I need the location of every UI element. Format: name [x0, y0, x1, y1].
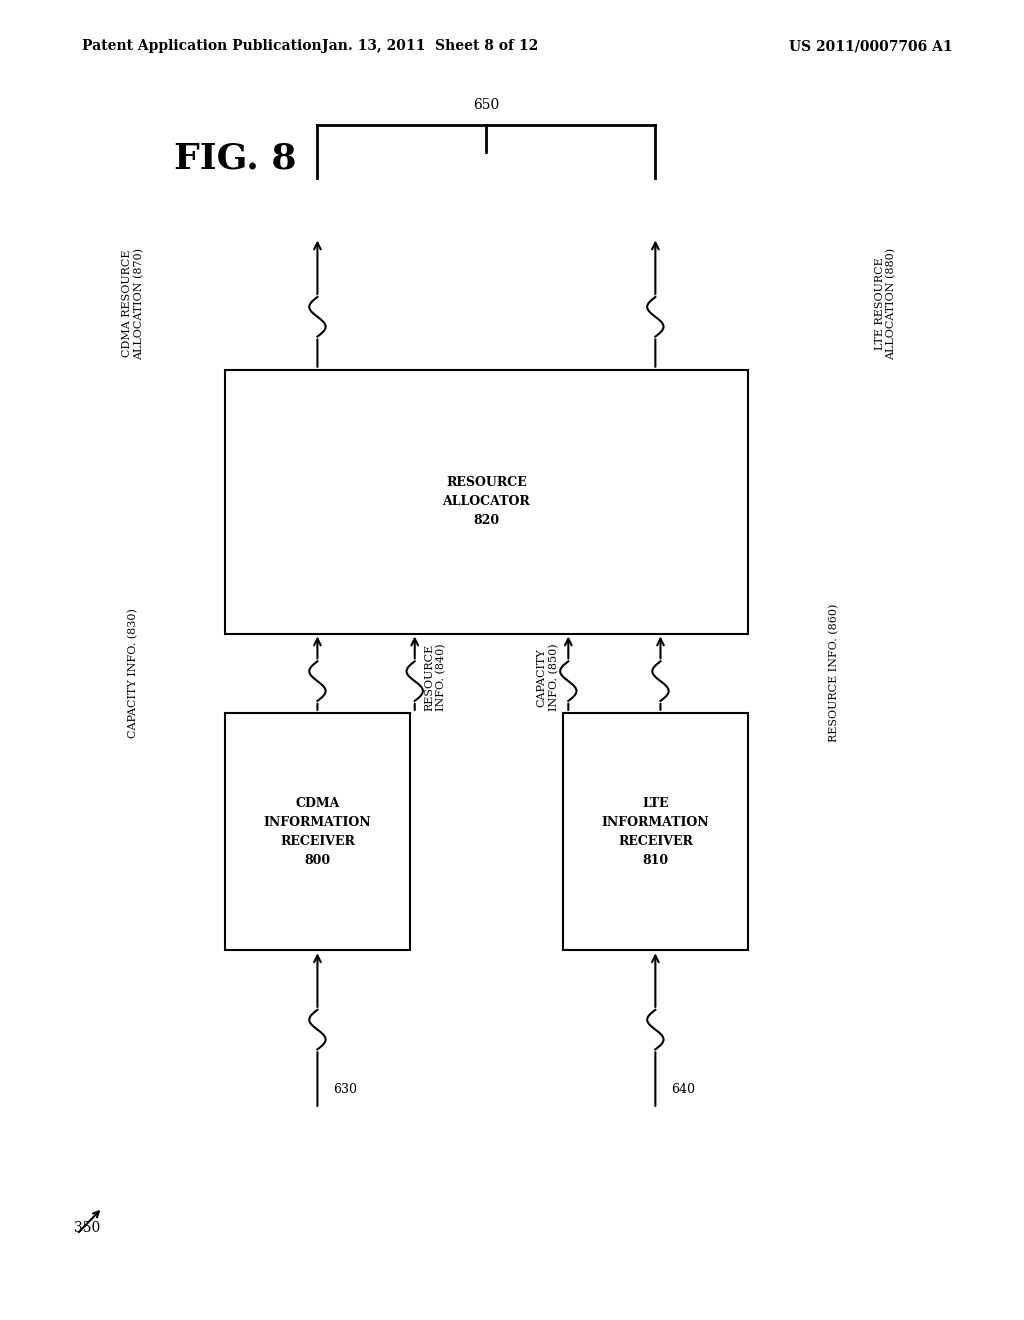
- Text: RESOURCE
ALLOCATOR
820: RESOURCE ALLOCATOR 820: [442, 477, 530, 527]
- Text: 650: 650: [473, 98, 500, 112]
- Text: LTE
INFORMATION
RECEIVER
810: LTE INFORMATION RECEIVER 810: [601, 796, 710, 867]
- Text: 640: 640: [671, 1082, 694, 1096]
- Text: US 2011/0007706 A1: US 2011/0007706 A1: [788, 40, 952, 53]
- Text: CDMA
INFORMATION
RECEIVER
800: CDMA INFORMATION RECEIVER 800: [263, 796, 372, 867]
- Text: CAPACITY INFO. (830): CAPACITY INFO. (830): [128, 609, 138, 738]
- Text: CAPACITY
INFO. (850): CAPACITY INFO. (850): [537, 643, 559, 711]
- Text: Jan. 13, 2011  Sheet 8 of 12: Jan. 13, 2011 Sheet 8 of 12: [322, 40, 539, 53]
- FancyBboxPatch shape: [225, 713, 410, 950]
- Text: RESOURCE
INFO. (840): RESOURCE INFO. (840): [424, 643, 446, 711]
- FancyBboxPatch shape: [563, 713, 748, 950]
- Text: Patent Application Publication: Patent Application Publication: [82, 40, 322, 53]
- Text: CDMA RESOURCE
ALLOCATION (870): CDMA RESOURCE ALLOCATION (870): [122, 248, 144, 359]
- Text: RESOURCE INFO. (860): RESOURCE INFO. (860): [829, 605, 840, 742]
- Text: LTE RESOURCE
ALLOCATION (880): LTE RESOURCE ALLOCATION (880): [874, 248, 897, 359]
- Text: FIG. 8: FIG. 8: [174, 141, 297, 176]
- FancyBboxPatch shape: [225, 370, 748, 634]
- Text: 630: 630: [333, 1082, 356, 1096]
- Text: 350: 350: [74, 1221, 100, 1234]
